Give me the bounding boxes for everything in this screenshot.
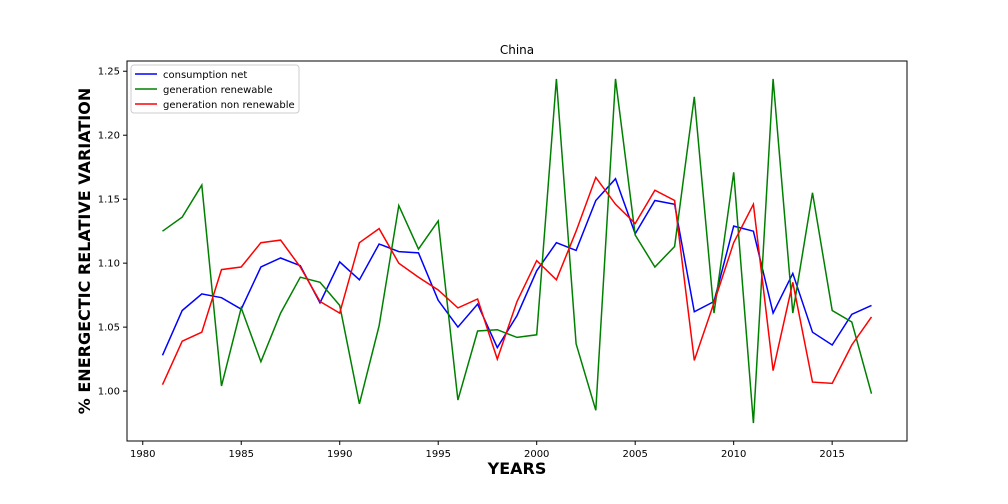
y-tick-label: 1.05 — [98, 323, 120, 334]
legend-box — [130, 64, 300, 114]
x-tick-label: 2005 — [622, 449, 647, 460]
plot-frame — [126, 60, 908, 442]
x-tick-label: 2000 — [524, 449, 549, 460]
y-tick-label: 1.10 — [98, 259, 120, 270]
legend-label-consumption-net: consumption net — [163, 70, 247, 81]
y-tick-label: 1.20 — [98, 131, 120, 142]
x-tick-label: 2010 — [721, 449, 746, 460]
x-tick-label: 1980 — [130, 449, 155, 460]
x-axis-label: YEARS — [487, 459, 547, 478]
x-tick-label: 1985 — [229, 449, 254, 460]
x-tick-label: 1995 — [425, 449, 450, 460]
legend: consumption net generation renewable gen… — [130, 64, 300, 114]
axis-ticks: 1980 1985 1990 1995 2000 2005 2010 2015 1.00 1.05… — [98, 67, 845, 460]
series-line-generation-non-renewable — [161, 175, 873, 386]
series-line-generation-renewable — [162, 78, 873, 424]
y-tick-label: 1.00 — [98, 387, 120, 398]
y-tick-label: 1.25 — [98, 67, 120, 78]
legend-label-generation-renewable: generation renewable — [163, 85, 273, 96]
chart-title: China — [500, 43, 534, 57]
series-line-consumption-net — [161, 177, 872, 356]
y-axis-label: % ENERGECTIC RELATIVE VARIATION — [75, 88, 94, 414]
plot-area — [161, 78, 873, 424]
x-tick-label: 1990 — [327, 449, 352, 460]
y-tick-label: 1.15 — [98, 195, 120, 206]
x-tick-label: 2015 — [819, 449, 844, 460]
legend-label-generation-non-renewable: generation non renewable — [163, 100, 295, 111]
